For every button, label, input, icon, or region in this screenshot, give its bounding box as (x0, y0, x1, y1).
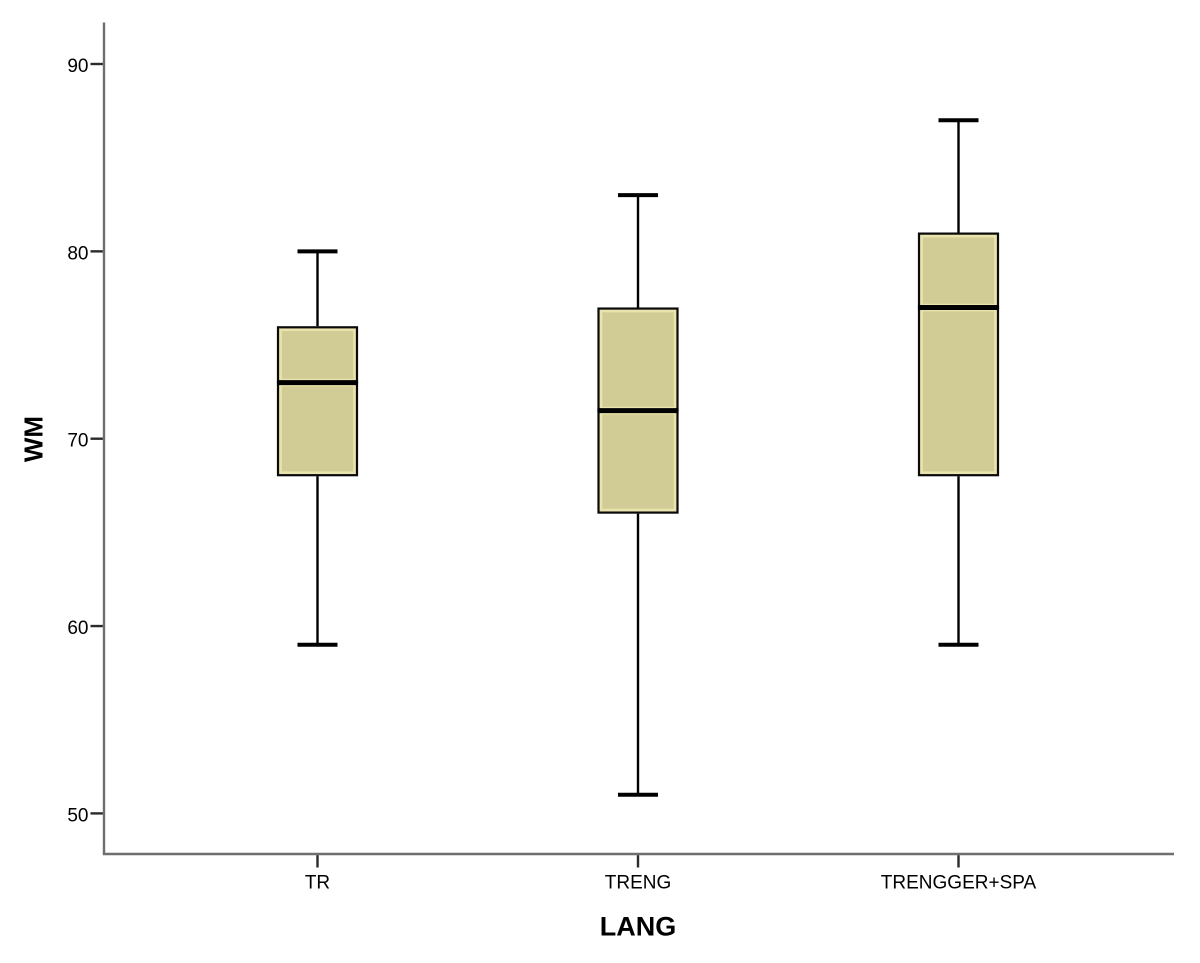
svg-text:TRENG: TRENG (605, 873, 672, 894)
svg-text:60: 60 (67, 618, 88, 639)
svg-text:50: 50 (67, 805, 88, 826)
svg-text:LANG: LANG (600, 912, 677, 942)
svg-text:TR: TR (305, 873, 330, 894)
svg-text:70: 70 (67, 431, 88, 452)
svg-text:90: 90 (67, 56, 88, 77)
svg-text:80: 80 (67, 243, 88, 264)
svg-text:WM: WM (19, 416, 49, 462)
svg-text:TRENGGER+SPA: TRENGGER+SPA (881, 873, 1037, 894)
